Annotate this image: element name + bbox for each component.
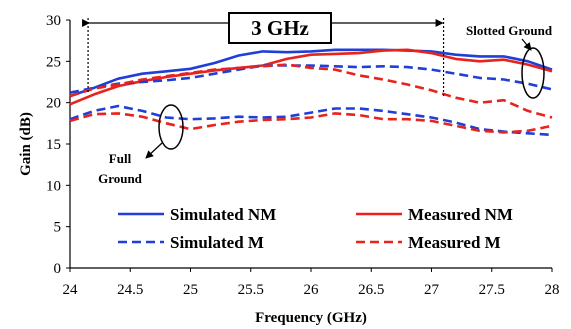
full-ground-annotation: Full Ground [98, 104, 184, 186]
legend-label-3: Measured M [408, 233, 501, 252]
bandwidth-label-box [228, 12, 332, 44]
full-ground-label-line1: Full [109, 151, 132, 166]
x-tick-label: 27 [424, 282, 440, 298]
series-line-5 [69, 112, 553, 134]
series-layer [69, 48, 553, 137]
slotted-ground-label: Slotted Ground [466, 23, 553, 38]
series-line-0 [69, 48, 553, 98]
y-axis-title: Gain (dB) [18, 112, 34, 176]
x-tick-label: 24 [63, 282, 79, 298]
x-tick-label: 24.5 [117, 282, 143, 298]
x-tick-label: 26.5 [358, 282, 384, 298]
legend-label-2: Simulated M [170, 233, 264, 252]
x-tick-label: 27.5 [479, 282, 505, 298]
legend: Simulated NM Measured NM Simulated M Measur… [118, 205, 513, 252]
series-line-2 [69, 64, 553, 94]
legend-label-1: Measured NM [408, 205, 513, 224]
x-tick-labels: 24 24.5 25 25.5 26 26.5 27 27.5 28 [63, 268, 560, 298]
bandwidth-label: 3 GHz [251, 16, 309, 40]
x-tick-label: 25.5 [238, 282, 264, 298]
x-axis-title: Frequency (GHz) [255, 310, 367, 326]
y-tick-label: 15 [46, 137, 61, 153]
slotted-ground-annotation: Slotted Ground [466, 23, 553, 99]
bandwidth-annotation: 3 GHz [82, 12, 445, 96]
full-ground-ellipse [158, 104, 184, 150]
y-tick-label: 5 [54, 220, 62, 236]
y-tick-label: 0 [54, 261, 62, 277]
series-line-4 [69, 104, 553, 137]
slotted-ground-arrow [521, 38, 532, 51]
x-tick-label: 26 [304, 282, 320, 298]
y-tick-label: 10 [46, 178, 61, 194]
y-tick-label: 25 [46, 54, 61, 70]
full-ground-label-line2: Ground [98, 171, 143, 186]
y-tick-label: 30 [46, 13, 61, 29]
y-tick-label: 20 [46, 96, 61, 112]
x-tick-label: 28 [545, 282, 560, 298]
series-line-3 [69, 63, 553, 119]
slotted-ground-ellipse [521, 47, 545, 99]
legend-label-0: Simulated NM [170, 205, 276, 224]
series-line-1 [69, 48, 553, 106]
x-tick-label: 25 [183, 282, 198, 298]
y-tick-labels: 0 5 10 15 20 25 30 [46, 13, 70, 277]
full-ground-arrow [145, 142, 163, 159]
